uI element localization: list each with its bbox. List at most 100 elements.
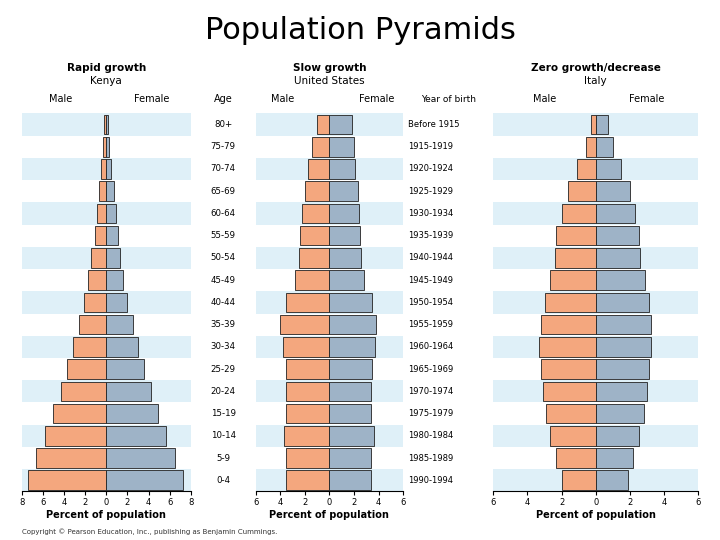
Bar	[107, 382, 150, 401]
Text: 1990-1994: 1990-1994	[408, 476, 453, 485]
Bar	[107, 315, 132, 334]
Bar	[256, 314, 403, 336]
Bar	[287, 404, 329, 423]
Bar	[302, 204, 329, 223]
Bar	[107, 293, 127, 312]
Bar	[37, 448, 107, 468]
Bar	[329, 448, 372, 468]
Bar	[329, 226, 360, 246]
Bar	[107, 248, 120, 268]
Bar	[94, 226, 107, 246]
Text: Zero growth/decrease: Zero growth/decrease	[531, 63, 661, 73]
Text: 40-44: 40-44	[211, 298, 235, 307]
Bar	[562, 470, 596, 490]
Bar	[299, 248, 329, 268]
Bar	[329, 114, 351, 134]
Text: Female: Female	[134, 94, 170, 104]
Bar	[596, 226, 639, 246]
Bar	[493, 269, 698, 291]
Bar	[91, 248, 107, 268]
Bar	[493, 136, 698, 158]
Bar	[596, 181, 630, 201]
Text: 45-49: 45-49	[211, 275, 235, 285]
Bar	[107, 114, 108, 134]
Text: 1975-1979: 1975-1979	[408, 409, 453, 418]
Text: 70-74: 70-74	[211, 165, 235, 173]
Bar	[329, 204, 359, 223]
Bar	[493, 402, 698, 424]
Bar	[22, 336, 191, 358]
Text: 15-19: 15-19	[211, 409, 235, 418]
Bar	[107, 359, 144, 379]
Bar	[107, 181, 114, 201]
Text: Before 1915: Before 1915	[408, 120, 459, 129]
Text: United States: United States	[294, 76, 365, 86]
Bar	[596, 426, 639, 445]
Bar	[585, 137, 596, 157]
Text: Male: Male	[533, 94, 556, 104]
Bar	[107, 470, 184, 490]
Bar	[107, 404, 158, 423]
Bar	[22, 136, 191, 158]
Text: 60-64: 60-64	[211, 209, 235, 218]
Bar	[256, 247, 403, 269]
Bar	[256, 202, 403, 225]
Bar	[78, 315, 107, 334]
Bar	[596, 293, 649, 312]
Bar	[256, 402, 403, 424]
Bar	[107, 271, 123, 290]
Bar	[256, 336, 403, 358]
Text: 1950-1954: 1950-1954	[408, 298, 453, 307]
Bar	[22, 180, 191, 202]
Text: 1925-1929: 1925-1929	[408, 187, 453, 195]
Bar	[557, 226, 596, 246]
Bar	[256, 136, 403, 158]
Bar	[329, 426, 374, 445]
Bar	[107, 337, 138, 356]
Text: 25-29: 25-29	[211, 364, 235, 374]
Text: Male: Male	[49, 94, 72, 104]
Text: Kenya: Kenya	[90, 76, 122, 86]
Bar	[596, 114, 608, 134]
Bar	[53, 404, 107, 423]
Text: 10-14: 10-14	[211, 431, 235, 440]
Text: 5-9: 5-9	[216, 454, 230, 463]
Bar	[22, 447, 191, 469]
Bar	[543, 382, 596, 401]
Bar	[493, 113, 698, 136]
Bar	[596, 248, 640, 268]
Bar	[287, 293, 329, 312]
Bar	[256, 358, 403, 380]
Bar	[329, 248, 361, 268]
Bar	[22, 113, 191, 136]
Bar	[493, 424, 698, 447]
Bar	[287, 382, 329, 401]
Bar	[493, 380, 698, 402]
Text: 75-79: 75-79	[211, 142, 235, 151]
Text: Female: Female	[359, 94, 395, 104]
Bar	[256, 269, 403, 291]
Bar	[107, 159, 112, 179]
Bar	[569, 181, 596, 201]
Bar	[312, 137, 329, 157]
Bar	[22, 291, 191, 314]
Bar	[256, 113, 403, 136]
Bar	[256, 158, 403, 180]
Text: Italy: Italy	[585, 76, 607, 86]
Bar	[22, 402, 191, 424]
Bar	[84, 293, 107, 312]
Text: 1915-1919: 1915-1919	[408, 142, 453, 151]
Bar	[287, 359, 329, 379]
Bar	[67, 359, 107, 379]
Bar	[280, 315, 329, 334]
Bar	[28, 470, 107, 490]
Bar	[22, 225, 191, 247]
Bar	[45, 426, 107, 445]
X-axis label: Percent of population: Percent of population	[46, 510, 166, 520]
Bar	[557, 448, 596, 468]
Bar	[300, 226, 329, 246]
Bar	[544, 293, 596, 312]
Bar	[256, 380, 403, 402]
Bar	[596, 382, 647, 401]
Bar	[562, 204, 596, 223]
